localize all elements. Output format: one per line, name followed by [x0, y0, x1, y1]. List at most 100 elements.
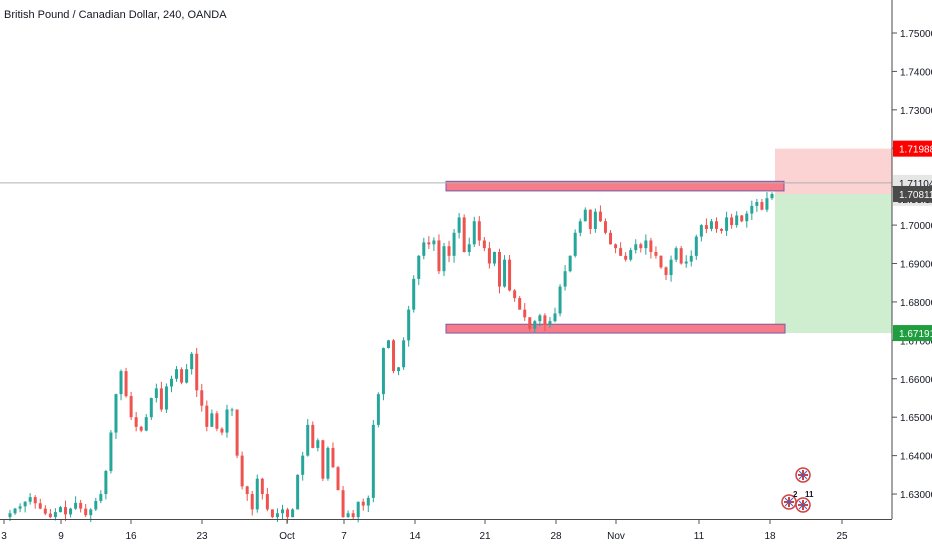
candle-body	[109, 432, 113, 471]
candle-body	[639, 244, 643, 249]
candle-body	[119, 371, 123, 395]
candle-body	[89, 509, 93, 516]
y-tick-label: 1.65000	[900, 413, 932, 424]
economic-events: 2 11	[781, 467, 814, 513]
candle-body	[371, 424, 375, 498]
candle-body	[442, 246, 446, 272]
candle-body	[200, 390, 204, 406]
candle-body	[684, 261, 688, 264]
y-tick-label: 1.66000	[900, 375, 932, 386]
candle-body	[230, 409, 234, 411]
candle-body	[144, 417, 148, 431]
candle-body	[432, 240, 436, 245]
candle-body	[286, 509, 290, 518]
candle-body	[528, 317, 532, 329]
x-tick-label: 3	[1, 531, 7, 542]
candle-body	[99, 494, 103, 501]
candle-body	[195, 353, 199, 391]
candle-body	[745, 213, 749, 222]
candle-body	[770, 193, 774, 199]
stop-price-tag: 1.71988	[899, 145, 932, 156]
candle-body	[755, 202, 759, 206]
candle-body	[714, 221, 718, 229]
candle-body	[64, 507, 68, 515]
candle-body	[538, 315, 542, 322]
candle-body	[568, 255, 572, 272]
candle-body	[730, 217, 734, 226]
candle-body	[245, 486, 249, 495]
candle-body	[598, 211, 602, 222]
candle-body	[316, 440, 320, 448]
candle-body	[69, 508, 73, 515]
candle-body	[457, 217, 461, 233]
candle-body	[447, 246, 451, 256]
candle-body	[407, 309, 411, 341]
candle-body	[291, 509, 295, 518]
candle-body	[79, 502, 83, 509]
candle-body	[649, 240, 653, 252]
y-tick-label: 1.75000	[900, 29, 932, 40]
candle-body	[376, 394, 380, 425]
candle-body	[235, 409, 239, 456]
x-tick-label: 18	[764, 531, 776, 542]
candle-body	[104, 470, 108, 495]
candle-body	[482, 240, 486, 249]
x-tick-label: 9	[58, 531, 64, 542]
candle-body	[689, 255, 693, 262]
candle-body	[381, 348, 385, 395]
candle-body	[185, 369, 189, 383]
y-tick-label: 1.70000	[900, 221, 932, 232]
candle-body	[452, 232, 456, 256]
event-count-11: 11	[805, 490, 814, 499]
candle-body	[210, 413, 214, 427]
support-zone	[445, 323, 786, 334]
candle-body	[634, 244, 638, 251]
candle-body	[169, 378, 173, 387]
candle-body	[275, 513, 279, 518]
candle-body	[644, 240, 648, 249]
y-tick-label: 1.69000	[900, 260, 932, 271]
candle-body	[265, 494, 269, 510]
y-tick-label: 1.74000	[900, 67, 932, 78]
candle-body	[366, 497, 370, 506]
candle-body	[346, 513, 350, 518]
candle-body	[704, 225, 708, 229]
x-tick-label: 7	[341, 531, 347, 542]
candle-body	[250, 494, 254, 510]
flag-diag-2	[798, 470, 808, 480]
candle-body	[190, 353, 194, 370]
candle-body	[392, 340, 396, 372]
candle-body	[8, 513, 12, 518]
candle-body	[735, 215, 739, 226]
candle-body	[563, 271, 567, 287]
current-price-tag: 1.71104	[899, 179, 932, 190]
target-price-tag-bg	[893, 325, 932, 342]
candle-body	[412, 278, 416, 310]
candle-body	[417, 255, 421, 279]
candle-body	[397, 367, 401, 372]
candle-body	[48, 513, 52, 518]
candle-body	[674, 248, 678, 260]
candle-body	[583, 209, 587, 222]
y-tick-label: 1.67000	[900, 336, 932, 347]
x-tick-label: 14	[409, 531, 421, 542]
candle-body	[386, 340, 390, 349]
candle-body	[149, 397, 153, 418]
candle-body	[306, 424, 310, 456]
candle-body	[492, 251, 496, 264]
candle-body	[84, 508, 88, 516]
chart-title: British Pound / Canadian Dollar, 240, OA…	[4, 9, 227, 21]
candle-body	[543, 315, 547, 325]
candle-body	[614, 244, 618, 249]
candle-body	[558, 286, 562, 314]
y-axis-ticks: 1.750001.740001.730001.720001.710001.700…	[900, 29, 932, 501]
candle-body	[578, 221, 582, 233]
candle-body	[220, 428, 224, 433]
candle-body	[740, 215, 744, 222]
flag-diag-2	[798, 500, 808, 510]
candle-body	[180, 369, 184, 383]
candle-body	[760, 202, 764, 210]
x-tick-label: 28	[550, 531, 562, 542]
